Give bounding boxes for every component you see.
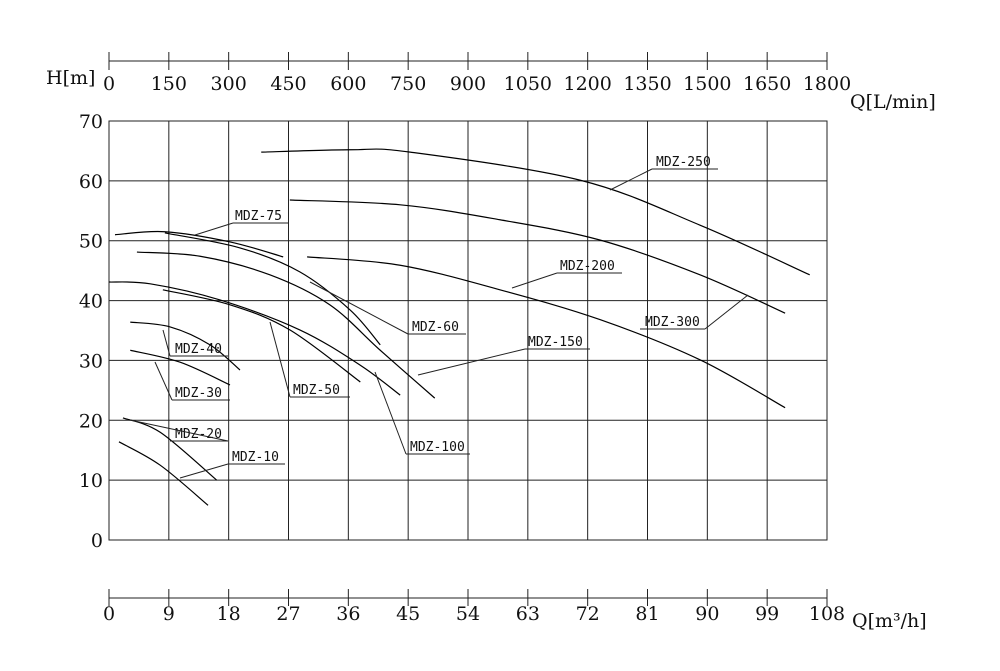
x2-tick-label: 1050 — [504, 73, 552, 95]
curve — [136, 251, 436, 399]
curve-label: MDZ-150 — [528, 335, 583, 350]
x-tick-label: 99 — [755, 603, 779, 625]
curve-label: MDZ-30 — [175, 386, 222, 401]
label-leader — [704, 294, 749, 330]
curve — [108, 281, 401, 396]
label-leader — [129, 419, 229, 442]
x2-tick-label: 1500 — [683, 73, 731, 95]
label-leader — [194, 222, 234, 236]
y-tick-label: 70 — [79, 111, 103, 133]
x-tick-label: 45 — [396, 603, 420, 625]
curve — [164, 232, 381, 346]
x2-tick-label: 600 — [330, 73, 366, 95]
label-leader — [154, 361, 173, 401]
x-tick-label: 90 — [695, 603, 719, 625]
label-leader — [309, 281, 409, 335]
x-tick-label: 36 — [336, 603, 360, 625]
curve-label: MDZ-200 — [560, 259, 615, 274]
x-tick-label: 63 — [516, 603, 540, 625]
y-axis-label: H[m] — [46, 67, 95, 89]
x-tick-label: 27 — [276, 603, 300, 625]
x2-axis-label: Q[L/min] — [850, 91, 936, 113]
curve — [162, 289, 361, 383]
y-tick-label: 50 — [79, 231, 103, 253]
curve — [118, 441, 209, 506]
curve-label: MDZ-50 — [293, 383, 340, 398]
x-tick-label: 108 — [809, 603, 845, 625]
x2-tick-label: 1650 — [743, 73, 791, 95]
label-leader — [609, 168, 653, 191]
x2-tick-label: 1350 — [623, 73, 671, 95]
x-tick-label: 9 — [163, 603, 175, 625]
x-axis-label: Q[m³/h] — [852, 610, 927, 632]
label-leader — [417, 348, 526, 376]
label-leader — [511, 272, 558, 289]
x2-tick-label: 450 — [270, 73, 306, 95]
y-tick-label: 30 — [79, 350, 103, 372]
curve-label: MDZ-10 — [232, 450, 279, 465]
curve-label: MDZ-40 — [175, 342, 222, 357]
label-leader — [269, 321, 291, 398]
x2-tick-label: 1200 — [563, 73, 611, 95]
y-tick-label: 60 — [79, 171, 103, 193]
x2-tick-label: 150 — [151, 73, 187, 95]
x2-tick-label: 1800 — [803, 73, 851, 95]
x-tick-label: 81 — [635, 603, 659, 625]
curve — [130, 321, 241, 371]
x-tick-label: 54 — [456, 603, 480, 625]
curve-label: MDZ-250 — [656, 155, 711, 170]
x2-tick-label: 0 — [103, 73, 115, 95]
curve — [130, 349, 231, 386]
curve-label: MDZ-300 — [645, 315, 700, 330]
x2-tick-label: 900 — [450, 73, 486, 95]
curve-label: MDZ-100 — [410, 440, 465, 455]
y-tick-label: 40 — [79, 291, 103, 313]
x2-tick-label: 750 — [390, 73, 426, 95]
curve-label: MDZ-75 — [235, 209, 282, 224]
curve-label: MDZ-60 — [412, 320, 459, 335]
label-leader — [374, 371, 407, 455]
curve — [261, 148, 810, 276]
x-tick-label: 72 — [576, 603, 600, 625]
x-tick-label: 0 — [103, 603, 115, 625]
curve — [307, 256, 786, 409]
curve — [114, 230, 284, 258]
y-tick-label: 10 — [79, 470, 103, 492]
label-leader — [179, 463, 229, 479]
y-tick-label: 0 — [91, 530, 103, 552]
x-tick-label: 18 — [217, 603, 241, 625]
y-tick-label: 20 — [79, 410, 103, 432]
curve — [289, 199, 786, 314]
label-leader — [162, 329, 171, 357]
x2-tick-label: 300 — [211, 73, 247, 95]
